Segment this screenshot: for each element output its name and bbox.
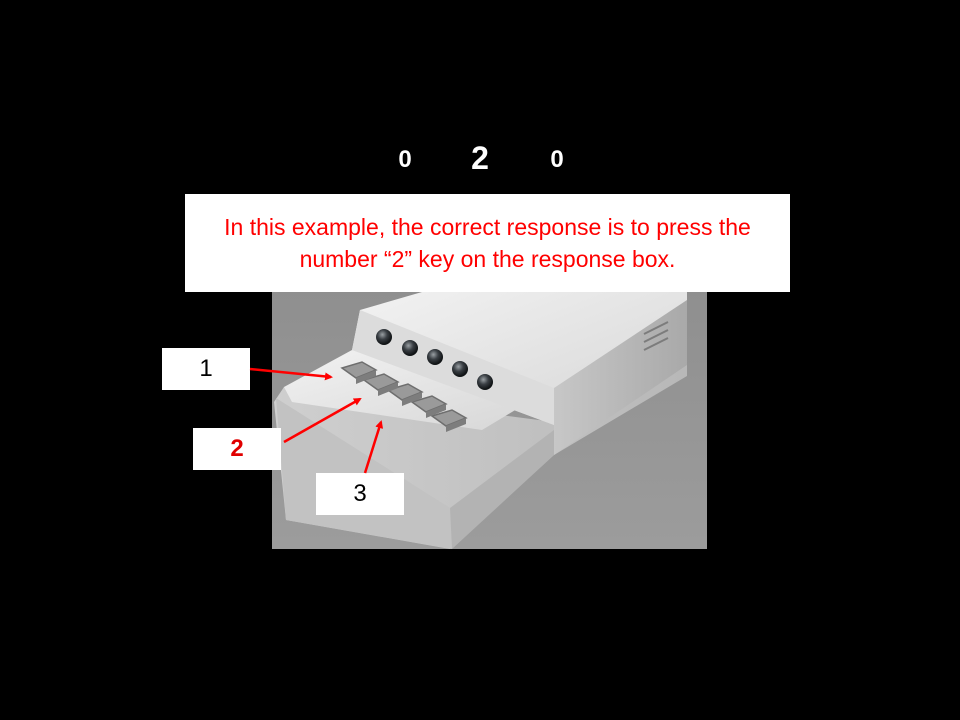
stimulus-right-digit: 0 bbox=[550, 146, 564, 173]
stimulus-center-digit: 2 bbox=[471, 140, 489, 176]
key-label-1: 1 bbox=[162, 348, 250, 390]
stimulus-left-digit: 0 bbox=[398, 146, 412, 173]
instruction-box: In this example, the correct response is… bbox=[185, 194, 790, 292]
instruction-text: In this example, the correct response is… bbox=[224, 214, 751, 272]
key-label-3: 3 bbox=[316, 473, 404, 515]
key-label-2: 2 bbox=[193, 428, 281, 470]
